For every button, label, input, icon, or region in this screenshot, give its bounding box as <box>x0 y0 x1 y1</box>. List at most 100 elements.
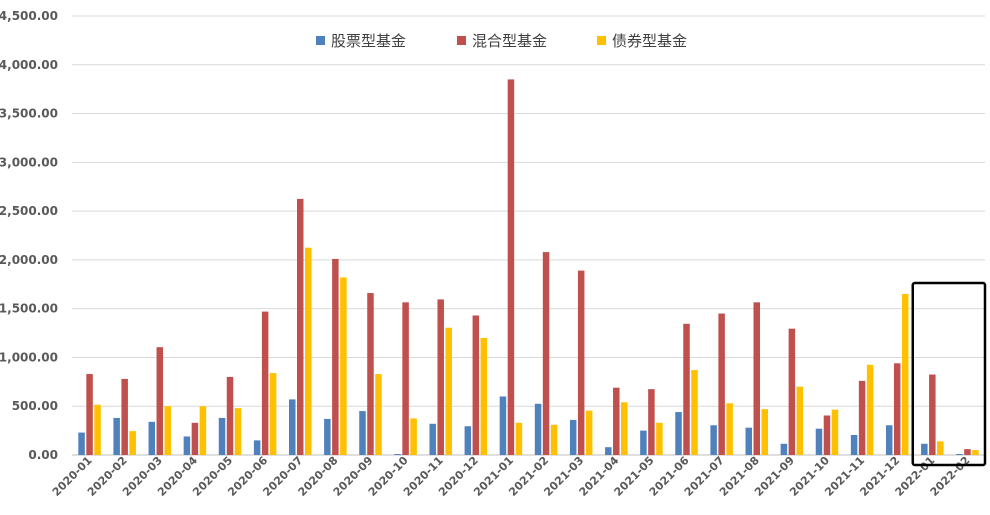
bar <box>831 409 839 455</box>
bar <box>640 430 647 455</box>
legend-swatch <box>316 36 325 45</box>
bar <box>226 376 234 455</box>
bar <box>761 409 768 455</box>
bar <box>823 415 831 455</box>
bar <box>796 386 804 455</box>
bar <box>94 404 101 455</box>
y-tick-label: 2,500.00 <box>0 204 58 218</box>
bar <box>199 406 207 455</box>
bar <box>956 454 963 455</box>
bar <box>367 293 374 455</box>
bar <box>885 425 893 455</box>
bar <box>480 337 488 455</box>
bar <box>866 364 874 455</box>
legend: 股票型基金 混合型基金 债券型基金 <box>316 32 687 50</box>
bar <box>929 374 936 455</box>
bar <box>893 363 901 455</box>
bar <box>429 423 436 455</box>
legend-item: 股票型基金 <box>316 32 406 50</box>
bar <box>691 370 698 455</box>
bar <box>745 427 752 455</box>
bar <box>332 258 339 455</box>
series-1 <box>78 396 963 455</box>
legend-label: 债券型基金 <box>612 32 687 50</box>
y-tick-label: 4,500.00 <box>0 9 58 23</box>
bar <box>375 374 382 455</box>
y-tick-label: 2,000.00 <box>0 253 58 267</box>
bar <box>437 299 444 455</box>
bar <box>542 252 550 455</box>
bar <box>253 440 261 455</box>
bar <box>445 327 452 455</box>
bar <box>577 270 585 455</box>
x-axis-tick-labels: 2020-012020-022020-032020-042020-052020-… <box>50 454 973 499</box>
bar <box>234 408 242 455</box>
y-tick-label: 3,500.00 <box>0 107 58 121</box>
bar <box>113 417 120 455</box>
y-tick-label: 3,000.00 <box>0 155 58 169</box>
bar <box>621 402 628 455</box>
bar <box>937 441 944 455</box>
bar <box>394 454 401 455</box>
bar <box>726 403 733 455</box>
y-tick-label: 1,000.00 <box>0 350 58 364</box>
highlight-rectangle <box>911 281 987 467</box>
bar <box>472 315 480 455</box>
bar <box>569 419 577 455</box>
bar <box>710 425 717 455</box>
bar <box>964 449 971 455</box>
legend-label: 混合型基金 <box>472 32 547 50</box>
bar <box>534 403 542 455</box>
bar <box>605 447 612 455</box>
bar <box>901 294 909 455</box>
bar <box>129 431 136 455</box>
bar <box>815 428 823 455</box>
legend-swatch <box>457 36 466 45</box>
y-tick-label: 4,000.00 <box>0 58 58 72</box>
bar <box>324 418 331 455</box>
bar <box>340 277 347 455</box>
bar <box>464 426 472 455</box>
y-tick-label: 500.00 <box>12 399 58 413</box>
y-axis-tick-labels: 0.00 500.00 1,000.00 1,500.00 2,000.00 2,500.… <box>0 9 58 462</box>
bar <box>850 435 858 455</box>
bar <box>261 311 269 455</box>
bar <box>550 424 558 455</box>
bar <box>359 411 366 455</box>
bar <box>515 422 523 455</box>
bar <box>788 328 796 455</box>
bar <box>305 247 312 455</box>
bar <box>218 417 226 455</box>
bar <box>718 313 725 455</box>
bar <box>858 380 866 455</box>
bar <box>269 373 277 455</box>
bar <box>78 432 85 455</box>
bar <box>410 418 417 455</box>
bar <box>753 302 760 455</box>
bar-series <box>78 79 979 456</box>
legend-swatch <box>597 36 606 45</box>
legend-label: 股票型基金 <box>331 32 406 50</box>
bar <box>183 436 191 455</box>
bar <box>297 198 304 455</box>
bar <box>121 378 128 455</box>
bar <box>191 422 199 455</box>
bar <box>921 443 928 455</box>
bar <box>164 406 172 455</box>
bar <box>507 79 515 456</box>
bar <box>656 422 663 455</box>
legend-item: 债券型基金 <box>597 32 687 50</box>
bar <box>289 399 296 455</box>
series-2 <box>86 79 971 456</box>
bar <box>613 387 620 455</box>
bar <box>148 421 156 455</box>
bar <box>86 374 93 455</box>
bar <box>585 410 593 455</box>
bar <box>675 412 682 455</box>
bar <box>402 302 409 455</box>
y-tick-label: 1,500.00 <box>0 302 58 316</box>
bar <box>499 396 507 455</box>
bar <box>156 347 164 455</box>
y-tick-label: 0.00 <box>28 448 58 462</box>
